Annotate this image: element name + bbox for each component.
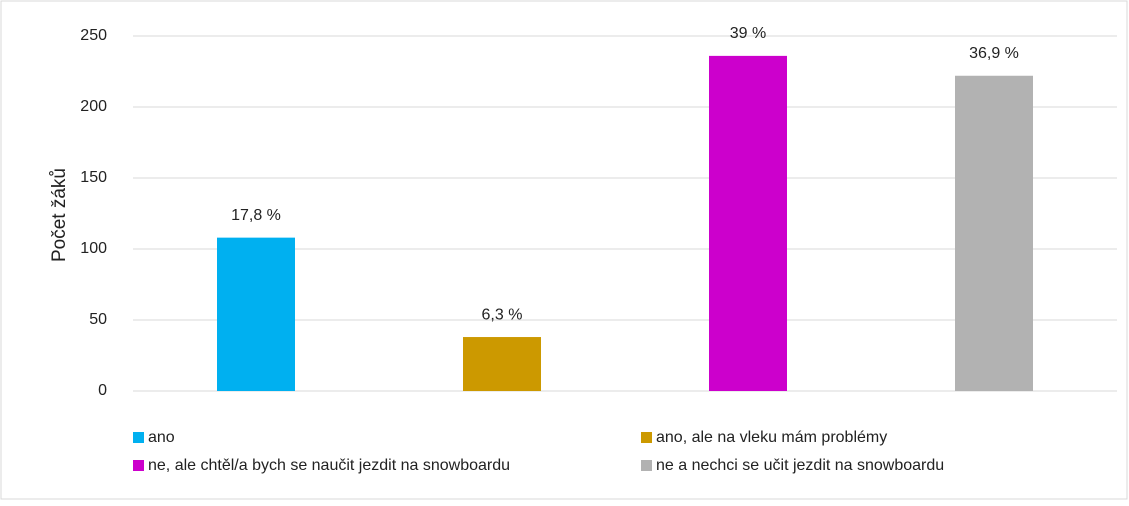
data-label: 39 %: [730, 25, 766, 42]
y-tick-label: 200: [80, 98, 107, 115]
bar: [709, 55, 787, 391]
y-tick-label: 250: [80, 27, 107, 44]
legend-swatch: [641, 432, 652, 443]
legend-label: ano: [148, 429, 175, 446]
y-tick-label: 100: [80, 240, 107, 257]
y-tick-label: 50: [89, 311, 107, 328]
legend-label: ne a nechci se učit jezdit na snowboardu: [656, 457, 944, 474]
y-tick-label: 0: [98, 382, 107, 399]
y-axis-label: Počet žáků: [49, 168, 70, 262]
data-label: 6,3 %: [482, 306, 523, 323]
bar: [217, 237, 295, 391]
data-label: 17,8 %: [231, 207, 281, 224]
bar: [955, 75, 1033, 391]
y-tick-label: 150: [80, 169, 107, 186]
legend-swatch: [641, 460, 652, 471]
legend-swatch: [133, 432, 144, 443]
legend-swatch: [133, 460, 144, 471]
legend-label: ano, ale na vleku mám problémy: [656, 429, 887, 446]
bar: [463, 337, 541, 391]
data-label: 36,9 %: [969, 45, 1019, 62]
legend-label: ne, ale chtěl/a bych se naučit jezdit na…: [148, 457, 510, 474]
